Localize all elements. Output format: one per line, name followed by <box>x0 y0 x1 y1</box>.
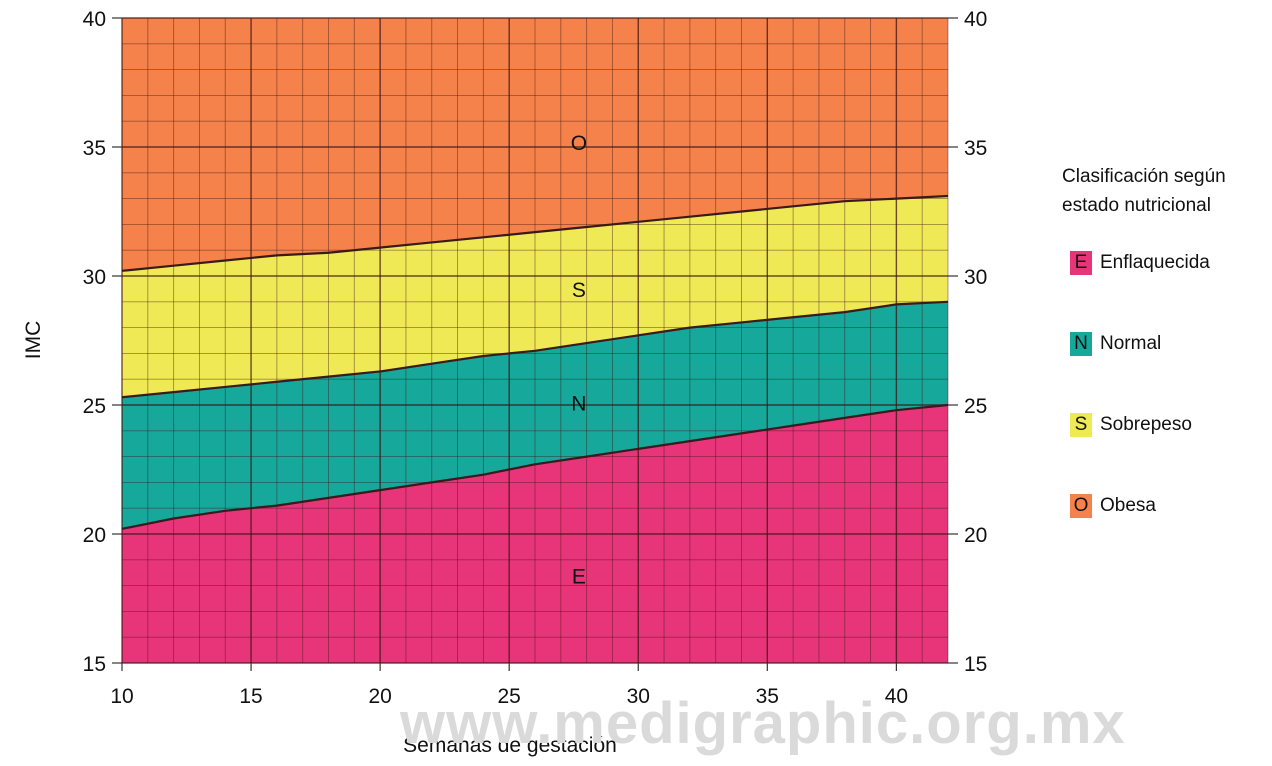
region-sobrepeso <box>122 196 948 398</box>
x-tick-label: 35 <box>756 685 779 708</box>
legend-label-normal: Normal <box>1100 333 1162 354</box>
region-normal <box>122 301 948 529</box>
x-tick-label: 15 <box>239 685 262 708</box>
boundary-n-s <box>121 300 949 399</box>
y-tick-label-left: 15 <box>83 653 106 676</box>
region-label-s: S <box>572 279 586 302</box>
legend-title: Clasificación según estado nutricional <box>1062 166 1226 216</box>
region-label-e: E <box>572 565 586 588</box>
y-tick-label-right: 15 <box>964 653 987 676</box>
boundary-s-o <box>121 194 949 272</box>
legend-label-enflaquecida: Enflaquecida <box>1100 252 1210 273</box>
x-tick-label: 20 <box>368 685 391 708</box>
region-obesa <box>122 18 948 271</box>
y-tick-label-right: 30 <box>964 266 987 289</box>
y-tick-label-left: 35 <box>83 137 106 160</box>
legend-item-obesa: O Obesa <box>1062 493 1268 519</box>
legend-swatch-o: O <box>1070 494 1092 518</box>
y-tick-label-left: 40 <box>83 8 106 31</box>
grid-layer <box>121 17 949 664</box>
region-label-n: N <box>571 392 586 415</box>
legend: Clasificación según estado nutricional E… <box>1062 162 1268 574</box>
y-tick-label-right: 25 <box>964 395 987 418</box>
y-axis-title: IMC <box>22 321 45 360</box>
x-axis-title: Semanas de gestación <box>403 734 617 757</box>
region-label-o: O <box>571 132 587 155</box>
x-tick-label: 30 <box>627 685 650 708</box>
boundary-lines <box>121 194 949 530</box>
legend-label-obesa: Obesa <box>1100 495 1156 516</box>
legend-swatch-n: N <box>1070 332 1092 356</box>
legend-swatch-e: E <box>1070 251 1092 275</box>
regions-layer <box>122 18 948 663</box>
region-labels: E N S O <box>571 132 587 588</box>
x-tick-label: 25 <box>498 685 521 708</box>
y-tick-label-right: 40 <box>964 8 987 31</box>
y-tick-label-right: 35 <box>964 137 987 160</box>
y-tick-label-left: 30 <box>83 266 106 289</box>
boundary-e-n <box>121 403 949 530</box>
y-tick-label-left: 25 <box>83 395 106 418</box>
x-tick-label: 40 <box>885 685 908 708</box>
y-tick-label-left: 20 <box>83 524 106 547</box>
legend-item-enflaquecida: E Enflaquecida <box>1062 250 1268 276</box>
y-tick-label-right: 20 <box>964 524 987 547</box>
legend-item-normal: N Normal <box>1062 331 1268 357</box>
watermark-text: www.medigraphic.org.mx <box>400 691 1126 756</box>
legend-label-sobrepeso: Sobrepeso <box>1100 414 1192 435</box>
legend-item-sobrepeso: S Sobrepeso <box>1062 412 1268 438</box>
x-tick-label: 10 <box>110 685 133 708</box>
legend-swatch-s: S <box>1070 413 1092 437</box>
